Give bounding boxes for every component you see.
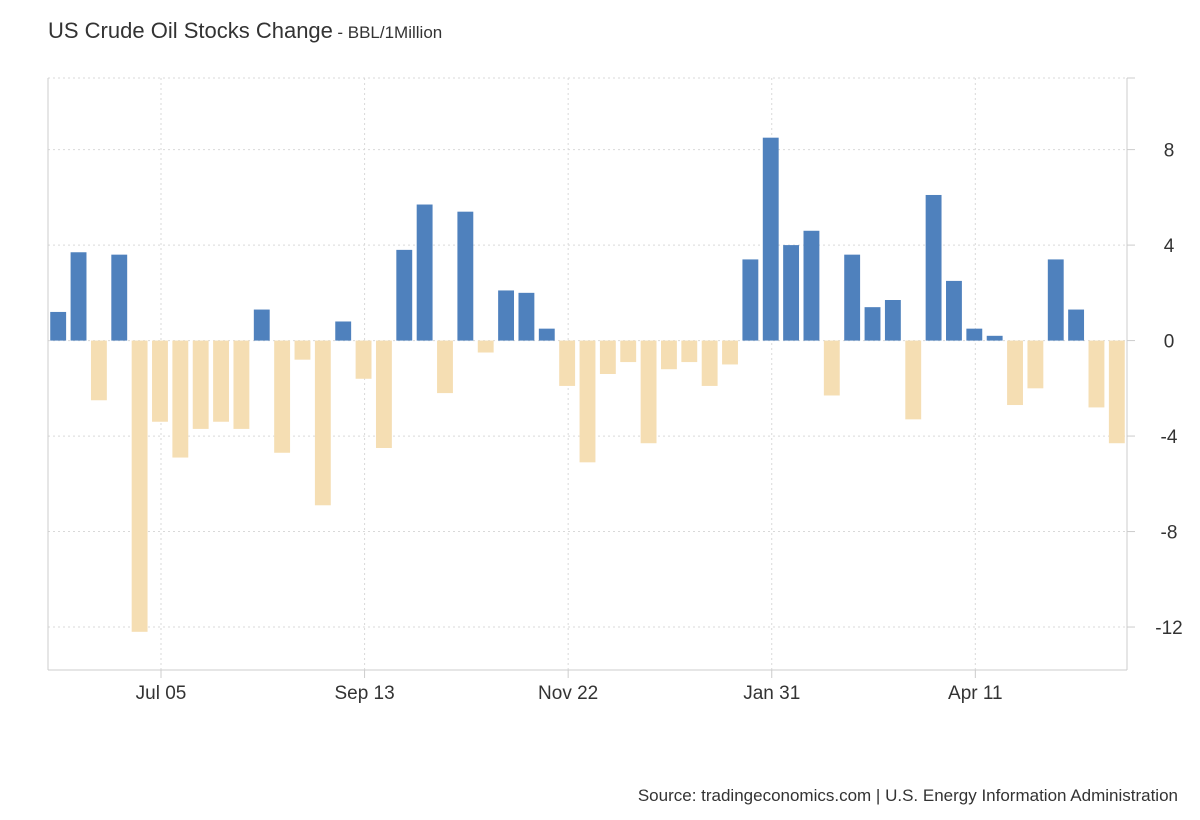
- bar[interactable]: [559, 340, 576, 386]
- y-tick-label: -4: [1161, 427, 1178, 448]
- bar[interactable]: [966, 328, 983, 341]
- chart-title-block: US Crude Oil Stocks Change - BBL/1Millio…: [48, 18, 442, 44]
- bar[interactable]: [1007, 340, 1023, 406]
- bar[interactable]: [437, 340, 453, 394]
- bar[interactable]: [457, 211, 474, 341]
- bar[interactable]: [762, 137, 779, 341]
- bar[interactable]: [355, 340, 372, 379]
- bar[interactable]: [864, 307, 881, 341]
- bar[interactable]: [131, 340, 148, 632]
- bar[interactable]: [579, 340, 596, 463]
- bar[interactable]: [905, 340, 922, 420]
- bar[interactable]: [925, 194, 942, 341]
- bar[interactable]: [498, 290, 515, 341]
- y-tick-label: -8: [1161, 523, 1178, 544]
- bar[interactable]: [1088, 340, 1105, 408]
- bar[interactable]: [294, 340, 311, 360]
- x-tick-label: Nov 22: [538, 683, 598, 704]
- bar[interactable]: [823, 340, 840, 396]
- source-credit: Source: tradingeconomics.com | U.S. Ener…: [637, 786, 1178, 805]
- bar[interactable]: [844, 254, 861, 341]
- bar[interactable]: [620, 340, 637, 363]
- chart-title: US Crude Oil Stocks Change: [48, 18, 333, 43]
- bar[interactable]: [274, 340, 291, 453]
- bar[interactable]: [70, 252, 87, 341]
- bar[interactable]: [783, 245, 800, 341]
- bar[interactable]: [396, 249, 413, 341]
- bar[interactable]: [416, 204, 433, 341]
- bar[interactable]: [50, 311, 67, 341]
- bar[interactable]: [172, 340, 189, 458]
- bar[interactable]: [518, 292, 535, 341]
- x-tick-label: Jul 05: [136, 683, 187, 704]
- bar[interactable]: [375, 340, 392, 448]
- bar[interactable]: [946, 280, 962, 341]
- bar[interactable]: [314, 340, 331, 506]
- bar-chart: 8 4 0 -4 -8 -12 Jul 05 Sep 13 Nov 22 Jan 31 Apr 1…: [47, 77, 1183, 704]
- bar[interactable]: [213, 340, 229, 422]
- bar[interactable]: [884, 300, 901, 341]
- bar[interactable]: [1047, 259, 1064, 341]
- y-tick-label: 4: [1164, 236, 1175, 257]
- y-tick-label: 8: [1164, 141, 1175, 162]
- bar[interactable]: [986, 335, 1003, 341]
- bar[interactable]: [538, 328, 555, 341]
- bar[interactable]: [1108, 340, 1125, 444]
- y-tick-label: 0: [1164, 332, 1175, 353]
- bar[interactable]: [722, 340, 738, 365]
- x-axis-labels: Jul 05 Sep 13 Nov 22 Jan 31 Apr 11: [136, 683, 1003, 704]
- bar[interactable]: [803, 230, 820, 341]
- bar[interactable]: [233, 340, 250, 429]
- bar[interactable]: [152, 340, 168, 422]
- bar[interactable]: [253, 309, 270, 341]
- y-axis-labels: 8 4 0 -4 -8 -12: [1155, 141, 1182, 639]
- x-tick-label: Jan 31: [743, 683, 800, 704]
- chart-subtitle: - BBL/1Million: [337, 23, 443, 42]
- chart-axes: [47, 77, 1135, 678]
- bar[interactable]: [192, 340, 209, 429]
- bar[interactable]: [1068, 309, 1085, 341]
- bar[interactable]: [90, 340, 107, 401]
- x-tick-label: Apr 11: [948, 683, 1003, 704]
- bar[interactable]: [111, 254, 128, 341]
- chart-bars: [50, 137, 1125, 632]
- bar[interactable]: [681, 340, 698, 363]
- bar[interactable]: [660, 340, 677, 370]
- bar[interactable]: [477, 340, 494, 353]
- bar[interactable]: [599, 340, 616, 374]
- bar[interactable]: [1027, 340, 1044, 389]
- x-tick-label: Sep 13: [334, 683, 394, 704]
- bar[interactable]: [742, 259, 759, 341]
- bar[interactable]: [640, 340, 657, 444]
- bar[interactable]: [701, 340, 718, 386]
- y-tick-label: -12: [1155, 618, 1182, 639]
- bar[interactable]: [335, 321, 352, 341]
